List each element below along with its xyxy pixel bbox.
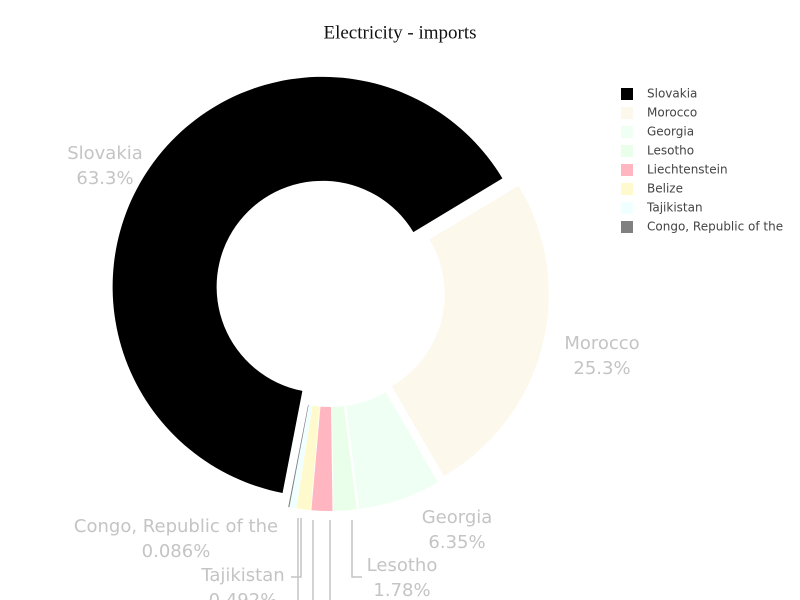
legend-label: Slovakia	[647, 87, 697, 101]
slice-value-label: 25.3%	[573, 358, 630, 379]
leader-line	[291, 518, 302, 578]
chart-title: Electricity - imports	[323, 22, 476, 43]
donut-slice	[296, 405, 320, 511]
legend-swatch	[621, 107, 633, 119]
slice-value-label: 1.78%	[373, 580, 430, 600]
slice-value-label: 0.492%	[209, 590, 278, 600]
legend-label: Tajikistan	[646, 201, 703, 215]
donut-slice	[311, 406, 333, 511]
slice-label: Slovakia	[67, 143, 143, 164]
legend-swatch	[621, 221, 633, 233]
legend-swatch	[621, 88, 633, 100]
legend-label: Morocco	[647, 106, 697, 120]
legend-label: Georgia	[647, 125, 694, 139]
legend-label: Liechtenstein	[647, 163, 728, 177]
legend-swatch	[621, 164, 633, 176]
donut-slice	[332, 406, 357, 511]
slice-label: Tajikistan	[200, 565, 284, 586]
donut-slice	[289, 405, 313, 509]
legend-swatch	[621, 126, 633, 138]
donut-slice	[391, 185, 549, 477]
donut-slice	[346, 392, 438, 509]
slice-label: Lesotho	[367, 555, 438, 576]
slice-value-label: 6.35%	[428, 532, 485, 553]
slice-label: Congo, Republic of the	[74, 516, 278, 537]
slice-value-label: 0.086%	[142, 541, 211, 562]
slice-label: Morocco	[564, 333, 639, 354]
legend-swatch	[621, 145, 633, 157]
leader-line	[351, 520, 362, 578]
donut-slice	[112, 76, 503, 493]
slice-label: Georgia	[422, 507, 493, 528]
legend-label: Belize	[647, 182, 683, 196]
slice-value-label: 63.3%	[76, 168, 133, 189]
legend-label: Lesotho	[647, 144, 694, 158]
legend-label: Congo, Republic of the	[647, 220, 783, 234]
legend-swatch	[621, 202, 633, 214]
donut-slice	[288, 404, 309, 508]
legend-swatch	[621, 183, 633, 195]
